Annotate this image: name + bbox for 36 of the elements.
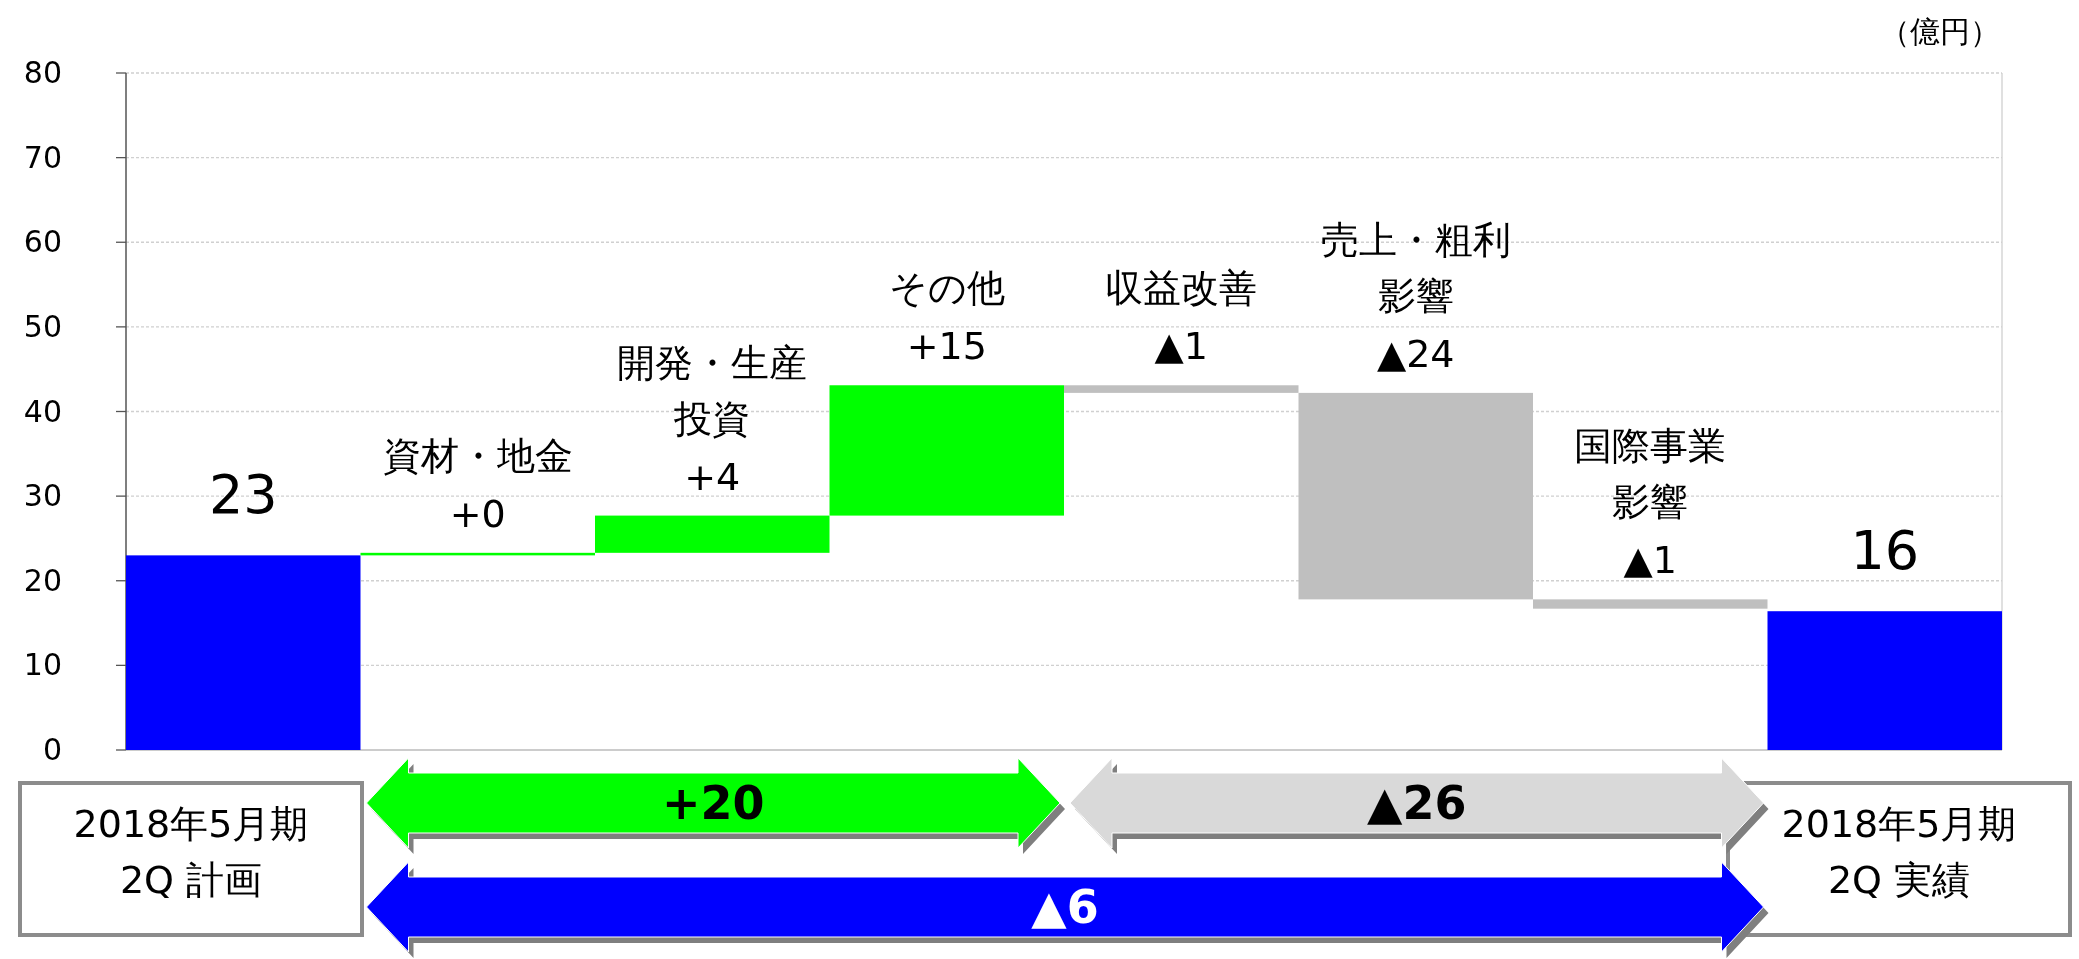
x-tick-label: 2018年5月期 2Q 実績: [1781, 802, 2017, 902]
y-tick-label: 50: [23, 308, 62, 344]
bar: [829, 385, 1064, 516]
data-label: ▲1: [1154, 324, 1208, 369]
x-tick-label: その他: [888, 266, 1005, 311]
x-tick-label: 資材・地金: [382, 433, 573, 478]
bar: [595, 515, 830, 553]
data-label: 23: [208, 463, 278, 527]
bar: [1767, 611, 2002, 750]
data-label: 16: [1850, 519, 1920, 583]
y-tick-label: 70: [23, 139, 62, 175]
x-tick-label: 国際事業影響: [1574, 424, 1727, 525]
bar: [126, 555, 361, 750]
y-tick-label: 30: [23, 478, 62, 514]
bar: [1533, 599, 1768, 609]
x-tick-label: 売上・粗利影響: [1320, 217, 1511, 318]
data-label: +15: [906, 324, 987, 369]
data-label: ▲24: [1376, 331, 1455, 376]
y-tick-label: 40: [23, 393, 62, 429]
y-axis-title: （億円）: [1880, 14, 2000, 49]
text: ▲26: [1367, 776, 1467, 830]
y-tick-label: 60: [23, 224, 62, 260]
y-tick-label: 80: [23, 55, 62, 90]
data-label: +0: [449, 491, 506, 536]
x-tick-label: 開発・生産投資: [617, 340, 808, 441]
text: +20: [661, 776, 765, 830]
bar: [1064, 385, 1299, 393]
text: ▲6: [1031, 880, 1099, 934]
data-label: ▲1: [1623, 538, 1677, 583]
y-tick-label: 10: [23, 647, 62, 683]
x-tick-label: 収益改善: [1105, 266, 1258, 311]
y-tick-label: 20: [23, 562, 62, 598]
bar: [1298, 392, 1533, 600]
data-label: +4: [684, 454, 741, 499]
x-tick-label: 2018年5月期 2Q 計画: [73, 802, 309, 902]
y-tick-label: 0: [42, 732, 62, 767]
